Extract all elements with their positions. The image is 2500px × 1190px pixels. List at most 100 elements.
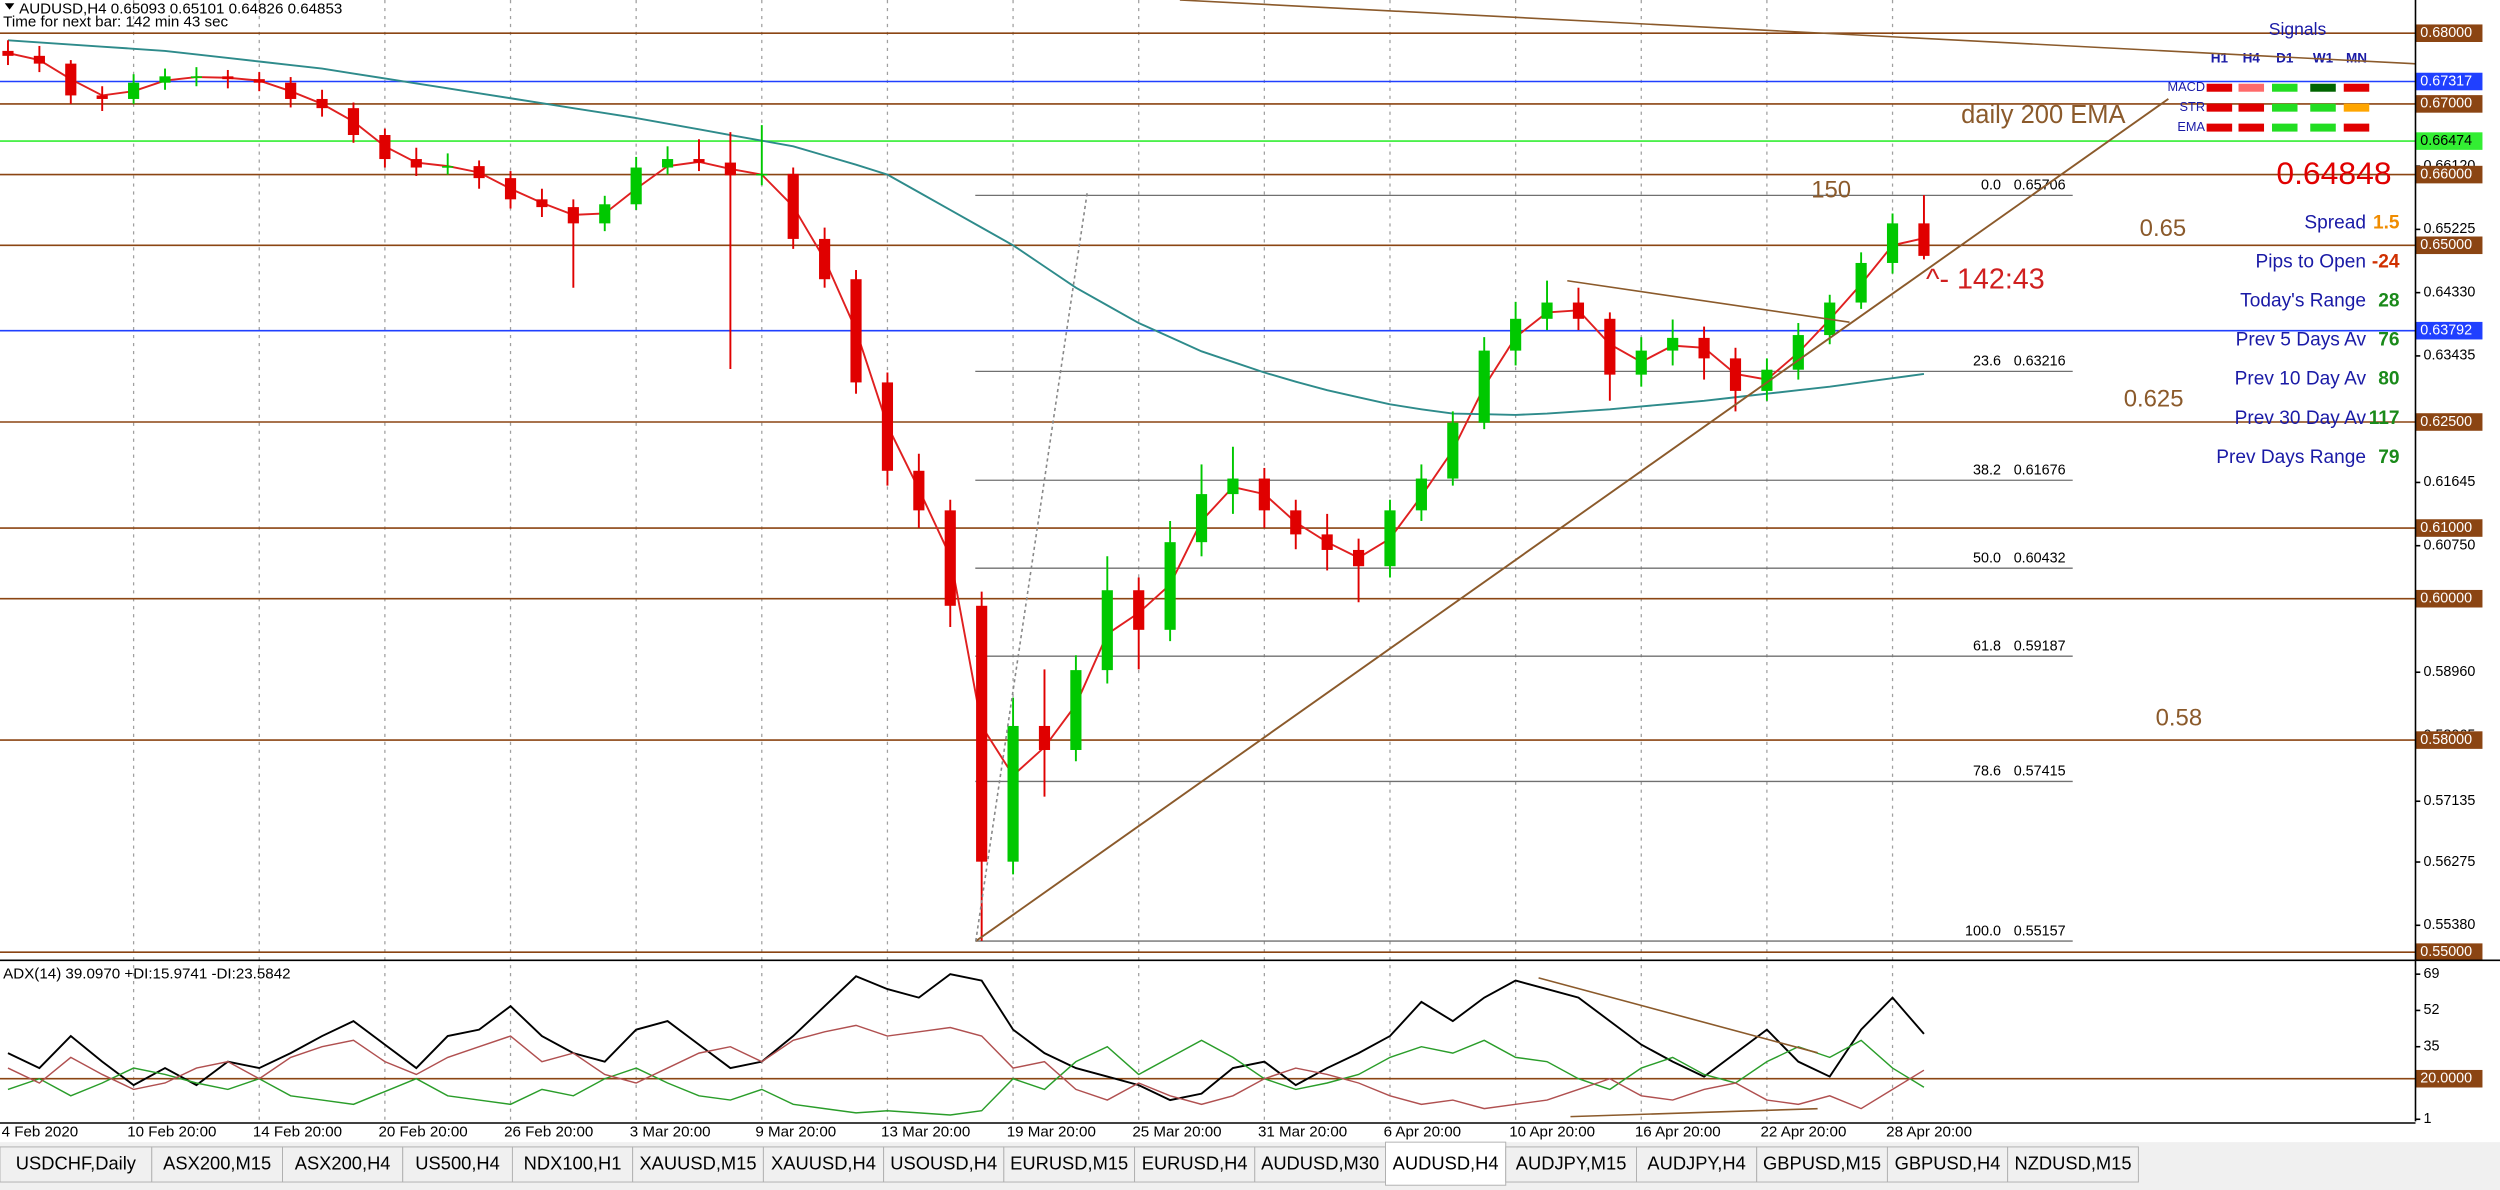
tab-label[interactable]: EURUSD,H4 xyxy=(1142,1152,1248,1173)
tab[interactable]: XAUUSD,M15 xyxy=(632,1146,764,1183)
fib-price: 0.65706 xyxy=(2014,178,2066,194)
fib-trend-line xyxy=(974,191,1089,942)
candle-body xyxy=(1604,318,1616,375)
candle-body xyxy=(1792,335,1804,370)
tab-background xyxy=(1134,1146,1256,1183)
price-level-label: 0.60000 xyxy=(2420,591,2472,607)
tab[interactable]: XAUUSD,H4 xyxy=(762,1146,885,1183)
tab-label[interactable]: NDX100,H1 xyxy=(524,1152,622,1173)
candle-body xyxy=(190,76,203,78)
candle-body xyxy=(1855,262,1867,303)
info-label: Today's Range xyxy=(2240,291,2366,312)
candle-body xyxy=(2,50,14,56)
candle-body xyxy=(1258,478,1270,511)
candle-body xyxy=(347,108,360,136)
info-value: 79 xyxy=(2378,447,2399,468)
candle-body xyxy=(1478,350,1490,423)
price-level-box xyxy=(2415,95,2483,113)
signals-column: D1 xyxy=(2276,51,2294,66)
tab-label[interactable]: ASX200,H4 xyxy=(295,1152,391,1173)
price-level-box xyxy=(2415,519,2483,537)
tab-label[interactable]: US500,H4 xyxy=(415,1152,500,1173)
candle-body xyxy=(442,166,454,168)
signal-box xyxy=(2310,123,2336,132)
candle-body xyxy=(1541,302,1553,319)
tab[interactable]: ASX200,M15 xyxy=(151,1146,284,1183)
signals-row-name: STR xyxy=(2180,99,2205,114)
signal-box xyxy=(2206,123,2233,132)
candle-body xyxy=(1133,590,1145,630)
price-level-label: 0.65000 xyxy=(2420,237,2472,253)
tab[interactable]: USDCHF,Daily xyxy=(0,1146,153,1183)
tab[interactable]: GBPUSD,M15 xyxy=(1756,1146,1888,1183)
candle-body xyxy=(379,135,391,160)
tab[interactable]: ASX200,H4 xyxy=(282,1146,404,1183)
candle-body xyxy=(1164,542,1176,630)
fib-ratio: 100.0 xyxy=(1965,923,2001,939)
tab[interactable]: US500,H4 xyxy=(402,1146,513,1183)
signals-row-name: MACD xyxy=(2168,79,2206,94)
tab-background xyxy=(2007,1146,2139,1183)
tab-label[interactable]: XAUUSD,H4 xyxy=(771,1152,876,1173)
signal-box xyxy=(2272,123,2298,132)
header-icon xyxy=(4,3,15,10)
tab[interactable]: EURUSD,H4 xyxy=(1134,1146,1256,1183)
candle-body xyxy=(567,207,579,224)
tab-label[interactable]: AUDUSD,M30 xyxy=(1261,1152,1379,1173)
price-level-box xyxy=(2415,72,2483,91)
tab-background xyxy=(1003,1146,1136,1183)
tab[interactable]: USOUSD,H4 xyxy=(883,1146,1005,1183)
tab-label[interactable]: AUDJPY,M15 xyxy=(1516,1152,1627,1173)
chart-layer: 4 Feb 2020 10 Feb 20:00 14 Feb 20:00 20 Feb… xyxy=(0,0,2483,1141)
x-tick-label: 22 Apr 20:00 xyxy=(1761,1124,1847,1141)
info-value: 28 xyxy=(2378,291,2400,312)
signal-box xyxy=(2310,103,2336,112)
tab[interactable]: EURUSD,M15 xyxy=(1003,1146,1136,1183)
tab[interactable]: AUDUSD,M30 xyxy=(1254,1146,1387,1183)
tab-label[interactable]: GBPUSD,M15 xyxy=(1763,1152,1881,1173)
price-level-box xyxy=(2415,236,2483,255)
tab[interactable]: AUDJPY,H4 xyxy=(1636,1146,1758,1183)
candle-body xyxy=(1070,670,1082,750)
x-tick-label: 3 Mar 20:00 xyxy=(630,1124,711,1141)
x-tick-label: 20 Feb 20:00 xyxy=(379,1124,468,1141)
y-tick-label: 0.56275 xyxy=(2423,854,2475,870)
tab-label[interactable]: EURUSD,M15 xyxy=(1010,1152,1128,1173)
tab-label[interactable]: NZDUSD,M15 xyxy=(2014,1152,2131,1173)
tab-background xyxy=(1886,1146,2009,1183)
candle-body xyxy=(819,238,831,280)
indicator-line xyxy=(7,1024,1925,1110)
price-level-box xyxy=(2415,132,2483,150)
tab-label[interactable]: AUDJPY,H4 xyxy=(1647,1152,1745,1173)
price-level-label: 0.55000 xyxy=(2420,944,2472,960)
tab-background xyxy=(151,1146,284,1183)
price-level-label: 0.66474 xyxy=(2420,133,2472,149)
fib-ratio: 23.6 xyxy=(1973,354,2001,370)
tab-label[interactable]: AUDUSD,H4 xyxy=(1393,1152,1499,1173)
tab-label[interactable]: GBPUSD,H4 xyxy=(1895,1152,2001,1173)
tab-label[interactable]: USOUSD,H4 xyxy=(890,1152,997,1173)
info-label: Prev Days Range xyxy=(2216,447,2366,468)
price-level-box xyxy=(2415,731,2483,749)
tab-label[interactable]: USDCHF,Daily xyxy=(16,1152,137,1173)
candle-body xyxy=(1572,302,1585,319)
candle-body xyxy=(316,98,328,109)
info-value: 1.5 xyxy=(2373,212,2400,233)
price-level-box xyxy=(2415,165,2483,184)
tab[interactable]: NDX100,H1 xyxy=(511,1146,634,1183)
tab-label[interactable]: ASX200,M15 xyxy=(163,1152,271,1173)
y-tick-label: 0.64330 xyxy=(2423,284,2475,300)
x-tick-label: 31 Mar 20:00 xyxy=(1258,1124,1347,1141)
candle-body xyxy=(1667,337,1679,351)
tab-background xyxy=(282,1146,404,1183)
tab[interactable]: GBPUSD,H4 xyxy=(1886,1146,2009,1183)
tab[interactable]: NZDUSD,M15 xyxy=(2007,1146,2139,1183)
tab[interactable]: AUDJPY,M15 xyxy=(1505,1146,1637,1183)
x-tick-label: 10 Apr 20:00 xyxy=(1509,1124,1595,1141)
price-level-label: 0.68000 xyxy=(2420,25,2472,41)
tab[interactable]: AUDUSD,H4 xyxy=(1385,1141,1507,1186)
info-label: Prev 30 Day Av xyxy=(2235,408,2367,429)
indicator-title: ADX(14) 39.0970 +DI:15.9741 -DI:23.5842 xyxy=(3,966,290,983)
tab-label[interactable]: XAUUSD,M15 xyxy=(639,1152,756,1173)
